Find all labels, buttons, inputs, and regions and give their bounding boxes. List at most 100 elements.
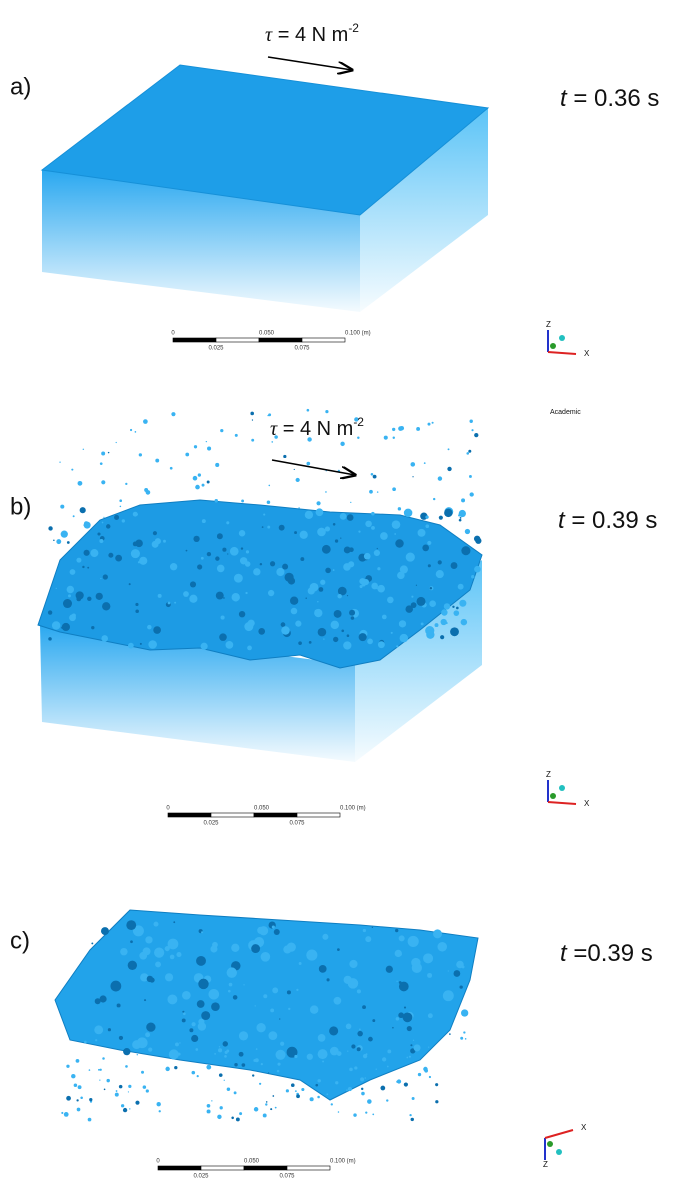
axis-label: X [584, 349, 590, 358]
droplet [357, 1030, 363, 1037]
droplet [383, 435, 388, 440]
droplet [267, 525, 271, 529]
droplet [321, 544, 331, 554]
droplet [365, 936, 372, 943]
droplet [453, 970, 461, 977]
droplet [442, 990, 454, 1002]
droplet [326, 1093, 329, 1096]
droplet [332, 523, 336, 526]
droplet [201, 1011, 211, 1021]
droplet [103, 516, 105, 518]
droplet [376, 547, 378, 550]
axis-label: Z [546, 320, 551, 329]
droplet [324, 526, 331, 532]
droplet [329, 1026, 339, 1036]
droplet [449, 1033, 451, 1035]
droplet [71, 468, 74, 471]
box-front [40, 625, 355, 762]
scale-label: 0.050 [254, 806, 270, 812]
droplet [185, 452, 190, 457]
droplet [94, 998, 101, 1005]
droplet [129, 1108, 131, 1110]
droplet [307, 587, 315, 595]
droplet [314, 609, 318, 613]
droplet [200, 556, 204, 560]
droplet [239, 557, 248, 565]
droplet [274, 1106, 277, 1109]
droplet [325, 491, 327, 493]
droplet [191, 1070, 196, 1075]
droplet [285, 1089, 289, 1093]
droplet [102, 1057, 105, 1060]
droplet [395, 928, 399, 933]
droplet [394, 949, 402, 958]
droplet [103, 1088, 106, 1091]
droplet [212, 941, 218, 948]
droplet [469, 419, 473, 423]
droplet [286, 990, 291, 995]
droplet [308, 641, 312, 644]
droplet [182, 990, 191, 1000]
scale-segment [157, 1165, 202, 1171]
droplet [280, 622, 286, 627]
droplet [244, 622, 254, 632]
droplet [337, 586, 347, 596]
droplet [77, 480, 83, 486]
droplet [397, 507, 402, 511]
droplet [95, 592, 103, 600]
droplet [282, 563, 289, 570]
droplet [135, 602, 139, 607]
droplet [263, 994, 268, 999]
droplet [425, 524, 430, 529]
droplet [295, 620, 302, 627]
droplet [163, 539, 166, 543]
droplet [349, 609, 356, 616]
droplet [398, 1012, 404, 1019]
droplet [413, 1044, 421, 1052]
scale-label: 0.100 (m) [330, 1159, 356, 1165]
droplet [176, 952, 182, 958]
droplet [251, 419, 254, 421]
droplet [281, 626, 290, 635]
droplet [322, 1060, 325, 1063]
droplet [106, 524, 111, 529]
droplet [268, 484, 271, 487]
droplet [183, 591, 189, 597]
droplet [411, 1096, 415, 1100]
droplet [82, 448, 85, 451]
droplet [197, 1022, 207, 1031]
droplet [382, 1057, 387, 1062]
droplet [132, 541, 138, 547]
droplet [130, 549, 140, 559]
scale-label: 0 [156, 1159, 160, 1165]
droplet [261, 526, 264, 528]
droplet [372, 1113, 375, 1116]
droplet [146, 975, 154, 983]
droplet [392, 1026, 394, 1029]
droplet [75, 1058, 80, 1063]
droplet [273, 928, 280, 935]
droplet [346, 595, 349, 597]
droplet [368, 1036, 373, 1042]
droplet [402, 1012, 413, 1023]
droplet [222, 547, 227, 552]
droplet [217, 1114, 222, 1120]
droplet [271, 925, 275, 929]
droplet [224, 1055, 227, 1058]
droplet [380, 1085, 386, 1091]
droplet [433, 929, 443, 939]
droplet [294, 531, 297, 535]
droplet [317, 627, 327, 637]
droplet [260, 952, 271, 962]
droplet [171, 412, 176, 417]
droplet [289, 596, 299, 605]
droplet [268, 413, 272, 417]
droplet [126, 920, 137, 931]
droplet [260, 1062, 263, 1066]
droplet [201, 931, 204, 934]
droplet [424, 1068, 429, 1073]
droplet [345, 1023, 352, 1030]
droplet [450, 627, 459, 637]
droplet [410, 602, 417, 609]
droplet [231, 1116, 234, 1120]
